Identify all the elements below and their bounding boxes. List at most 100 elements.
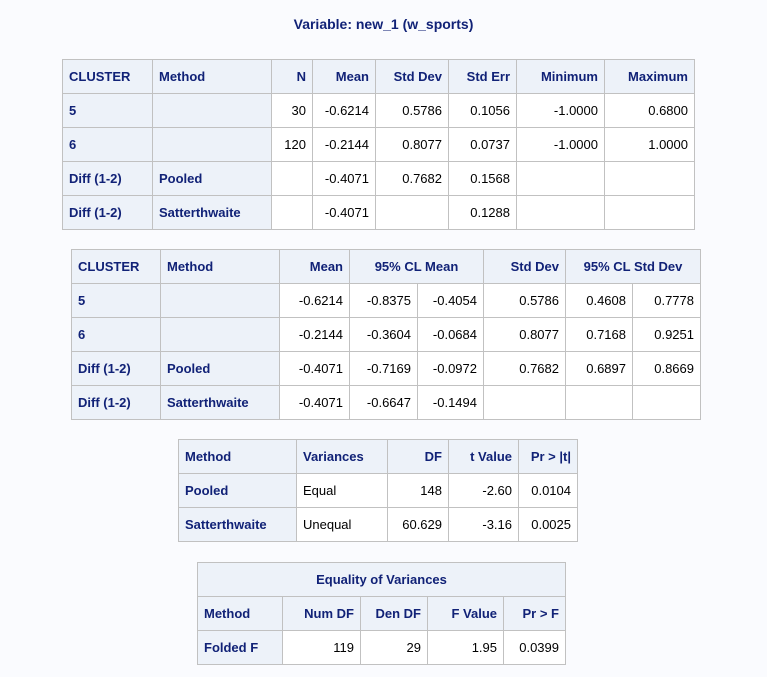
table-cell: -0.3604 — [349, 317, 418, 352]
table-cell: 0.7682 — [375, 161, 449, 196]
row-label: Satterthwaite — [178, 507, 297, 542]
table-cell: 119 — [282, 630, 361, 665]
table-cell: -0.2144 — [312, 127, 376, 162]
table-cell: -0.6214 — [279, 283, 350, 318]
header-std-dev: Std Dev — [375, 59, 449, 94]
table-cell: -0.7169 — [349, 351, 418, 386]
table-cell: 0.8077 — [375, 127, 449, 162]
table-cell: -0.8375 — [349, 283, 418, 318]
header-std-err: Std Err — [448, 59, 517, 94]
table-cell: -0.0684 — [417, 317, 484, 352]
confidence-limits-table: CLUSTER Method Mean 95% CL Mean Std Dev … — [71, 249, 701, 420]
table-cell: -0.4071 — [312, 161, 376, 196]
table-header-row: CLUSTER Method Mean 95% CL Mean Std Dev … — [71, 249, 701, 284]
page-title: Variable: new_1 (w_sports) — [293, 16, 474, 32]
table-cell: -0.6214 — [312, 93, 376, 128]
header-std-dev: Std Dev — [483, 249, 566, 284]
header-mean: Mean — [312, 59, 376, 94]
row-label: Diff (1-2) — [71, 351, 161, 386]
table-cell: -1.0000 — [516, 93, 605, 128]
table-cell: -1.0000 — [516, 127, 605, 162]
row-label: Folded F — [197, 630, 283, 665]
table-cell: 0.6897 — [565, 351, 633, 386]
row-label: 6 — [62, 127, 153, 162]
table-cell: -2.60 — [448, 473, 519, 508]
table-cell: 148 — [387, 473, 449, 508]
row-method: Satterthwaite — [152, 195, 272, 230]
header-cluster: CLUSTER — [71, 249, 161, 284]
table-cell: 0.1288 — [448, 195, 517, 230]
row-method — [160, 283, 280, 318]
table-cell: 0.7168 — [565, 317, 633, 352]
table-cell: 0.8077 — [483, 317, 566, 352]
table-cell: 0.5786 — [483, 283, 566, 318]
table-cell: 0.4608 — [565, 283, 633, 318]
table-cell — [604, 161, 695, 196]
table-cell: 60.629 — [387, 507, 449, 542]
row-method — [152, 93, 272, 128]
header-df: DF — [387, 439, 449, 474]
row-label: 5 — [71, 283, 161, 318]
table-row: 5 -0.6214 -0.8375 -0.4054 0.5786 0.4608 … — [71, 283, 701, 318]
header-t-value: t Value — [448, 439, 519, 474]
table-cell: -0.6647 — [349, 385, 418, 420]
header-method: Method — [178, 439, 297, 474]
table-row: 6 120 -0.2144 0.8077 0.0737 -1.0000 1.00… — [62, 127, 695, 162]
row-label: 5 — [62, 93, 153, 128]
table-cell — [565, 385, 633, 420]
table-cell: -0.4054 — [417, 283, 484, 318]
row-method: Pooled — [152, 161, 272, 196]
table-row: Satterthwaite Unequal 60.629 -3.16 0.002… — [178, 507, 578, 542]
table-caption: Equality of Variances — [197, 562, 566, 597]
table-cell: 0.1056 — [448, 93, 517, 128]
table-cell: 0.7682 — [483, 351, 566, 386]
header-minimum: Minimum — [516, 59, 605, 94]
table-cell: 29 — [360, 630, 428, 665]
row-label: Diff (1-2) — [62, 195, 153, 230]
table-cell: Unequal — [296, 507, 388, 542]
table-cell — [604, 195, 695, 230]
table-row: Diff (1-2) Satterthwaite -0.4071 0.1288 — [62, 195, 695, 230]
header-cluster: CLUSTER — [62, 59, 153, 94]
table-cell: -3.16 — [448, 507, 519, 542]
table-cell: 0.0399 — [503, 630, 566, 665]
header-95-cl-mean: 95% CL Mean — [349, 249, 484, 284]
header-method: Method — [160, 249, 280, 284]
table-cell — [516, 195, 605, 230]
table-cell: 1.0000 — [604, 127, 695, 162]
table-row: Pooled Equal 148 -2.60 0.0104 — [178, 473, 578, 508]
table-cell: 0.0104 — [518, 473, 578, 508]
table-cell — [483, 385, 566, 420]
table-row: Diff (1-2) Satterthwaite -0.4071 -0.6647… — [71, 385, 701, 420]
row-label: Pooled — [178, 473, 297, 508]
table-cell: -0.1494 — [417, 385, 484, 420]
table-cell — [375, 195, 449, 230]
table-cell: -0.4071 — [312, 195, 376, 230]
table-row: Diff (1-2) Pooled -0.4071 0.7682 0.1568 — [62, 161, 695, 196]
table-row: 6 -0.2144 -0.3604 -0.0684 0.8077 0.7168 … — [71, 317, 701, 352]
header-mean: Mean — [279, 249, 350, 284]
table-cell: 0.0025 — [518, 507, 578, 542]
table-cell: 0.0737 — [448, 127, 517, 162]
table-cell: Equal — [296, 473, 388, 508]
table-cell: -0.2144 — [279, 317, 350, 352]
table-header-row: CLUSTER Method N Mean Std Dev Std Err Mi… — [62, 59, 695, 94]
row-method: Satterthwaite — [160, 385, 280, 420]
table-row: Folded F 119 29 1.95 0.0399 — [197, 630, 566, 665]
table-cell: -0.0972 — [417, 351, 484, 386]
row-label: Diff (1-2) — [62, 161, 153, 196]
summary-statistics-table: CLUSTER Method N Mean Std Dev Std Err Mi… — [62, 59, 695, 230]
table-cell: -0.4071 — [279, 351, 350, 386]
table-cell: 1.95 — [427, 630, 504, 665]
header-method: Method — [197, 596, 283, 631]
table-cell: 30 — [271, 93, 313, 128]
table-cell — [516, 161, 605, 196]
row-method — [160, 317, 280, 352]
table-cell: 0.1568 — [448, 161, 517, 196]
table-caption-row: Equality of Variances — [197, 562, 566, 597]
header-variances: Variances — [296, 439, 388, 474]
header-pr-f: Pr > F — [503, 596, 566, 631]
row-method: Pooled — [160, 351, 280, 386]
table-row: Diff (1-2) Pooled -0.4071 -0.7169 -0.097… — [71, 351, 701, 386]
table-cell — [271, 195, 313, 230]
